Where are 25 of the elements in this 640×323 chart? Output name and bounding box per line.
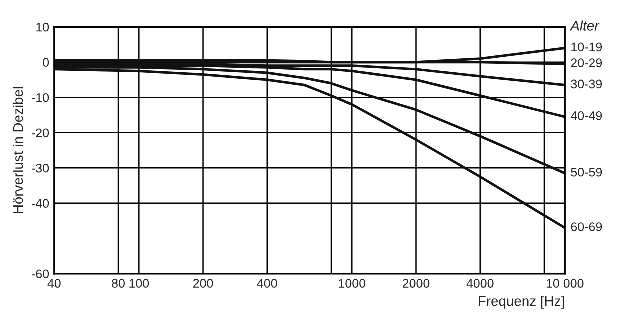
y-tick-label: 0 [43, 58, 50, 68]
series-label: 20-29 [571, 58, 602, 68]
y-tick-label: -40 [32, 199, 50, 208]
x-tick-label: 100 [130, 279, 150, 288]
series-label: 40-49 [570, 112, 602, 120]
y-tick-label: 10 [36, 22, 50, 32]
y-tick-label: -10 [32, 93, 50, 102]
x-tick-label: 80 [112, 279, 125, 288]
series-label: 50-59 [571, 168, 602, 177]
series-label: 60-69 [571, 222, 602, 232]
x-tick-label: 10 000 [546, 279, 584, 288]
y-axis-title: Hörverlust in Dezibel [12, 87, 24, 214]
x-tick-label: 4000 [466, 279, 494, 288]
x-axis-title: Frequenz [Hz] [479, 296, 564, 309]
x-tick-label: 2000 [402, 279, 430, 288]
legend-title: Alter [570, 20, 600, 31]
x-tick-label: 400 [257, 279, 278, 288]
series-label: 30-39 [571, 80, 602, 89]
series-label: 10-19 [572, 42, 602, 52]
x-tick-label: 1000 [339, 279, 366, 288]
x-tick-label: 200 [193, 279, 214, 288]
y-tick-label: -60 [32, 270, 50, 279]
y-tick-label: -20 [32, 128, 50, 138]
y-tick-label: -30 [32, 164, 50, 173]
x-tick-label: 40 [48, 279, 61, 288]
